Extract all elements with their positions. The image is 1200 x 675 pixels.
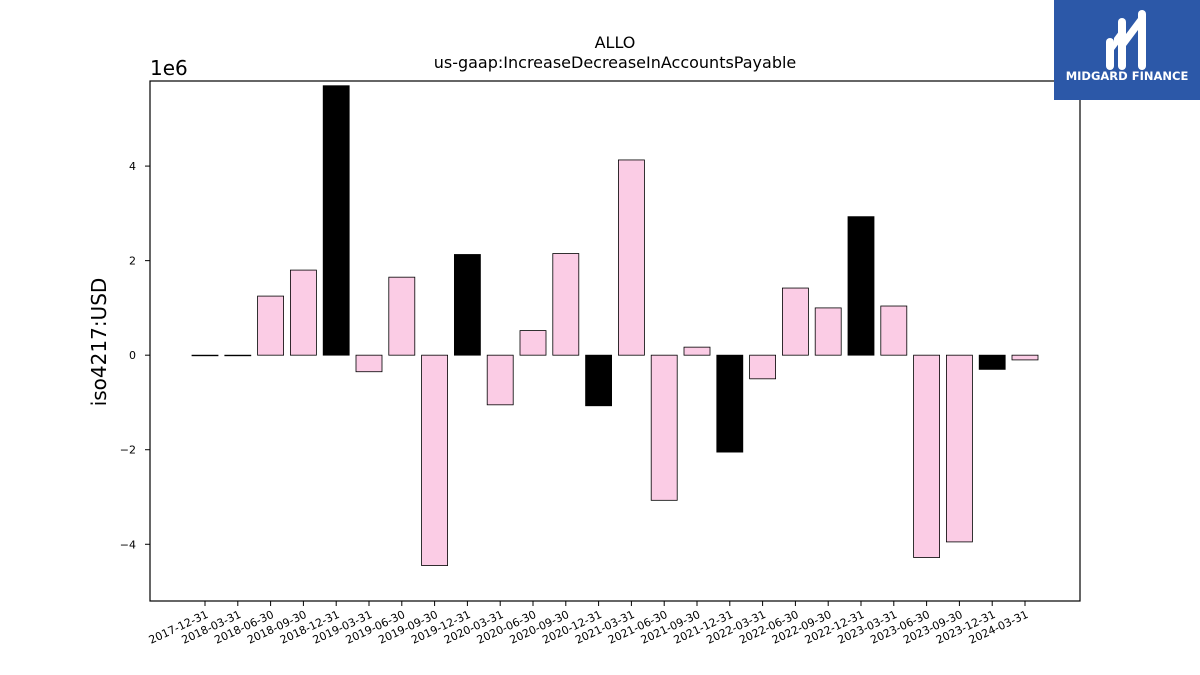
bar-2022-06-30 — [782, 287, 809, 356]
bar-2022-09-30 — [814, 307, 842, 356]
y-tick-label: 0 — [129, 349, 136, 362]
brand-logo: MIDGARD FINANCE — [1054, 0, 1200, 100]
bar-2020-09-30 — [552, 253, 580, 356]
bar-2018-12-31 — [322, 85, 350, 356]
chart-subtitle: us-gaap:IncreaseDecreaseInAccountsPayabl… — [434, 53, 797, 72]
bar-2020-12-31 — [585, 354, 612, 407]
chart-title: ALLO — [595, 33, 636, 52]
bar-2020-03-31 — [486, 354, 514, 406]
y-ticks-group: −4 −2 0 2 4 — [120, 160, 150, 551]
y-tick-label: −2 — [120, 444, 136, 457]
bar-2019-03-31 — [355, 354, 383, 373]
bar-2017-12-31 — [191, 354, 219, 357]
y-tick-label: 4 — [129, 160, 136, 173]
bar-2018-03-31 — [224, 354, 252, 357]
bar-2019-12-31 — [453, 254, 481, 356]
logo-mark-icon — [1106, 10, 1146, 70]
bar-2021-12-31 — [716, 354, 744, 453]
bar-2021-03-31 — [618, 159, 645, 356]
bar-2020-06-30 — [519, 330, 547, 356]
y-axis-label: iso4217:USD — [87, 278, 111, 407]
bar-2021-06-30 — [650, 354, 678, 501]
logo-text: MIDGARD FINANCE — [1066, 69, 1189, 83]
y-tick-label: −4 — [120, 538, 136, 551]
bar-2022-03-31 — [749, 354, 776, 380]
bar-2019-06-30 — [388, 276, 416, 356]
bar-2023-12-31 — [978, 354, 1006, 370]
bars-group — [191, 85, 1039, 566]
bar-2023-03-31 — [880, 305, 908, 356]
bar-2018-09-30 — [289, 269, 317, 356]
y-offset-label: 1e6 — [150, 56, 188, 80]
bar-2018-06-30 — [257, 295, 285, 356]
bar-2022-12-31 — [847, 216, 875, 356]
logo-background — [1054, 0, 1200, 100]
x-ticks-group: 2017-12-312018-03-312018-06-302018-09-30… — [147, 601, 1030, 647]
y-tick-label: 2 — [129, 255, 136, 268]
bar-2021-09-30 — [683, 346, 711, 356]
bar-2023-09-30 — [946, 354, 973, 543]
plot-frame — [149, 80, 1081, 602]
bar-2019-09-30 — [421, 354, 449, 566]
bar-2023-06-30 — [913, 354, 940, 558]
bar-2024-03-31 — [1011, 354, 1039, 361]
